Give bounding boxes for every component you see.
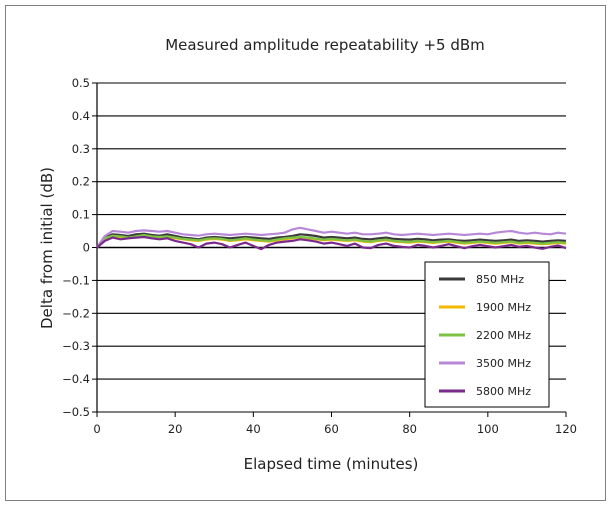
legend-label: 2200 MHz — [476, 329, 531, 342]
y-tick-label: 0 — [83, 241, 90, 255]
y-tick-label: 0.4 — [72, 109, 90, 123]
series-lines — [96, 226, 567, 251]
x-tick-label: 100 — [477, 422, 499, 436]
y-tick-label: 0.2 — [72, 175, 90, 189]
y-tick-label: −0.4 — [62, 372, 90, 386]
series-line — [96, 233, 567, 249]
y-tick-label: 0.3 — [72, 142, 90, 156]
x-tick-label: 60 — [324, 422, 339, 436]
y-tick-label: −0.1 — [62, 273, 90, 287]
legend-label: 1900 MHz — [476, 301, 531, 314]
series-line — [96, 226, 567, 249]
series-line — [96, 232, 567, 249]
y-tick-label: 0.5 — [72, 76, 90, 90]
y-axis-ticks: 0.5 0.4 0.3 0.2 0.1 0 −0.1 −0.2 −0.3 −0.4 −0.5 — [62, 76, 97, 419]
y-tick-label: −0.5 — [62, 405, 90, 419]
x-axis-label: Elapsed time (minutes) — [244, 455, 419, 473]
x-tick-label: 80 — [402, 422, 417, 436]
legend-label: 5800 MHz — [476, 385, 531, 398]
series-line — [96, 235, 567, 251]
legend-label: 850 MHz — [476, 273, 524, 286]
y-axis-label: Delta from initial (dB) — [38, 167, 56, 329]
x-tick-label: 0 — [93, 422, 100, 436]
y-tick-label: −0.2 — [62, 306, 90, 320]
x-axis-ticks: 0 20 40 60 80 100 120 — [93, 412, 577, 436]
x-tick-label: 40 — [246, 422, 261, 436]
chart-title: Measured amplitude repeatability +5 dBm — [165, 36, 485, 54]
legend-label: 3500 MHz — [476, 357, 531, 370]
chart-frame — [5, 5, 606, 501]
legend: 850 MHz 1900 MHz 2200 MHz 3500 MHz 5800 MHz — [424, 261, 550, 408]
x-tick-label: 20 — [168, 422, 183, 436]
y-tick-label: 0.1 — [72, 208, 90, 222]
y-tick-label: −0.3 — [62, 339, 90, 353]
x-tick-label: 120 — [555, 422, 577, 436]
